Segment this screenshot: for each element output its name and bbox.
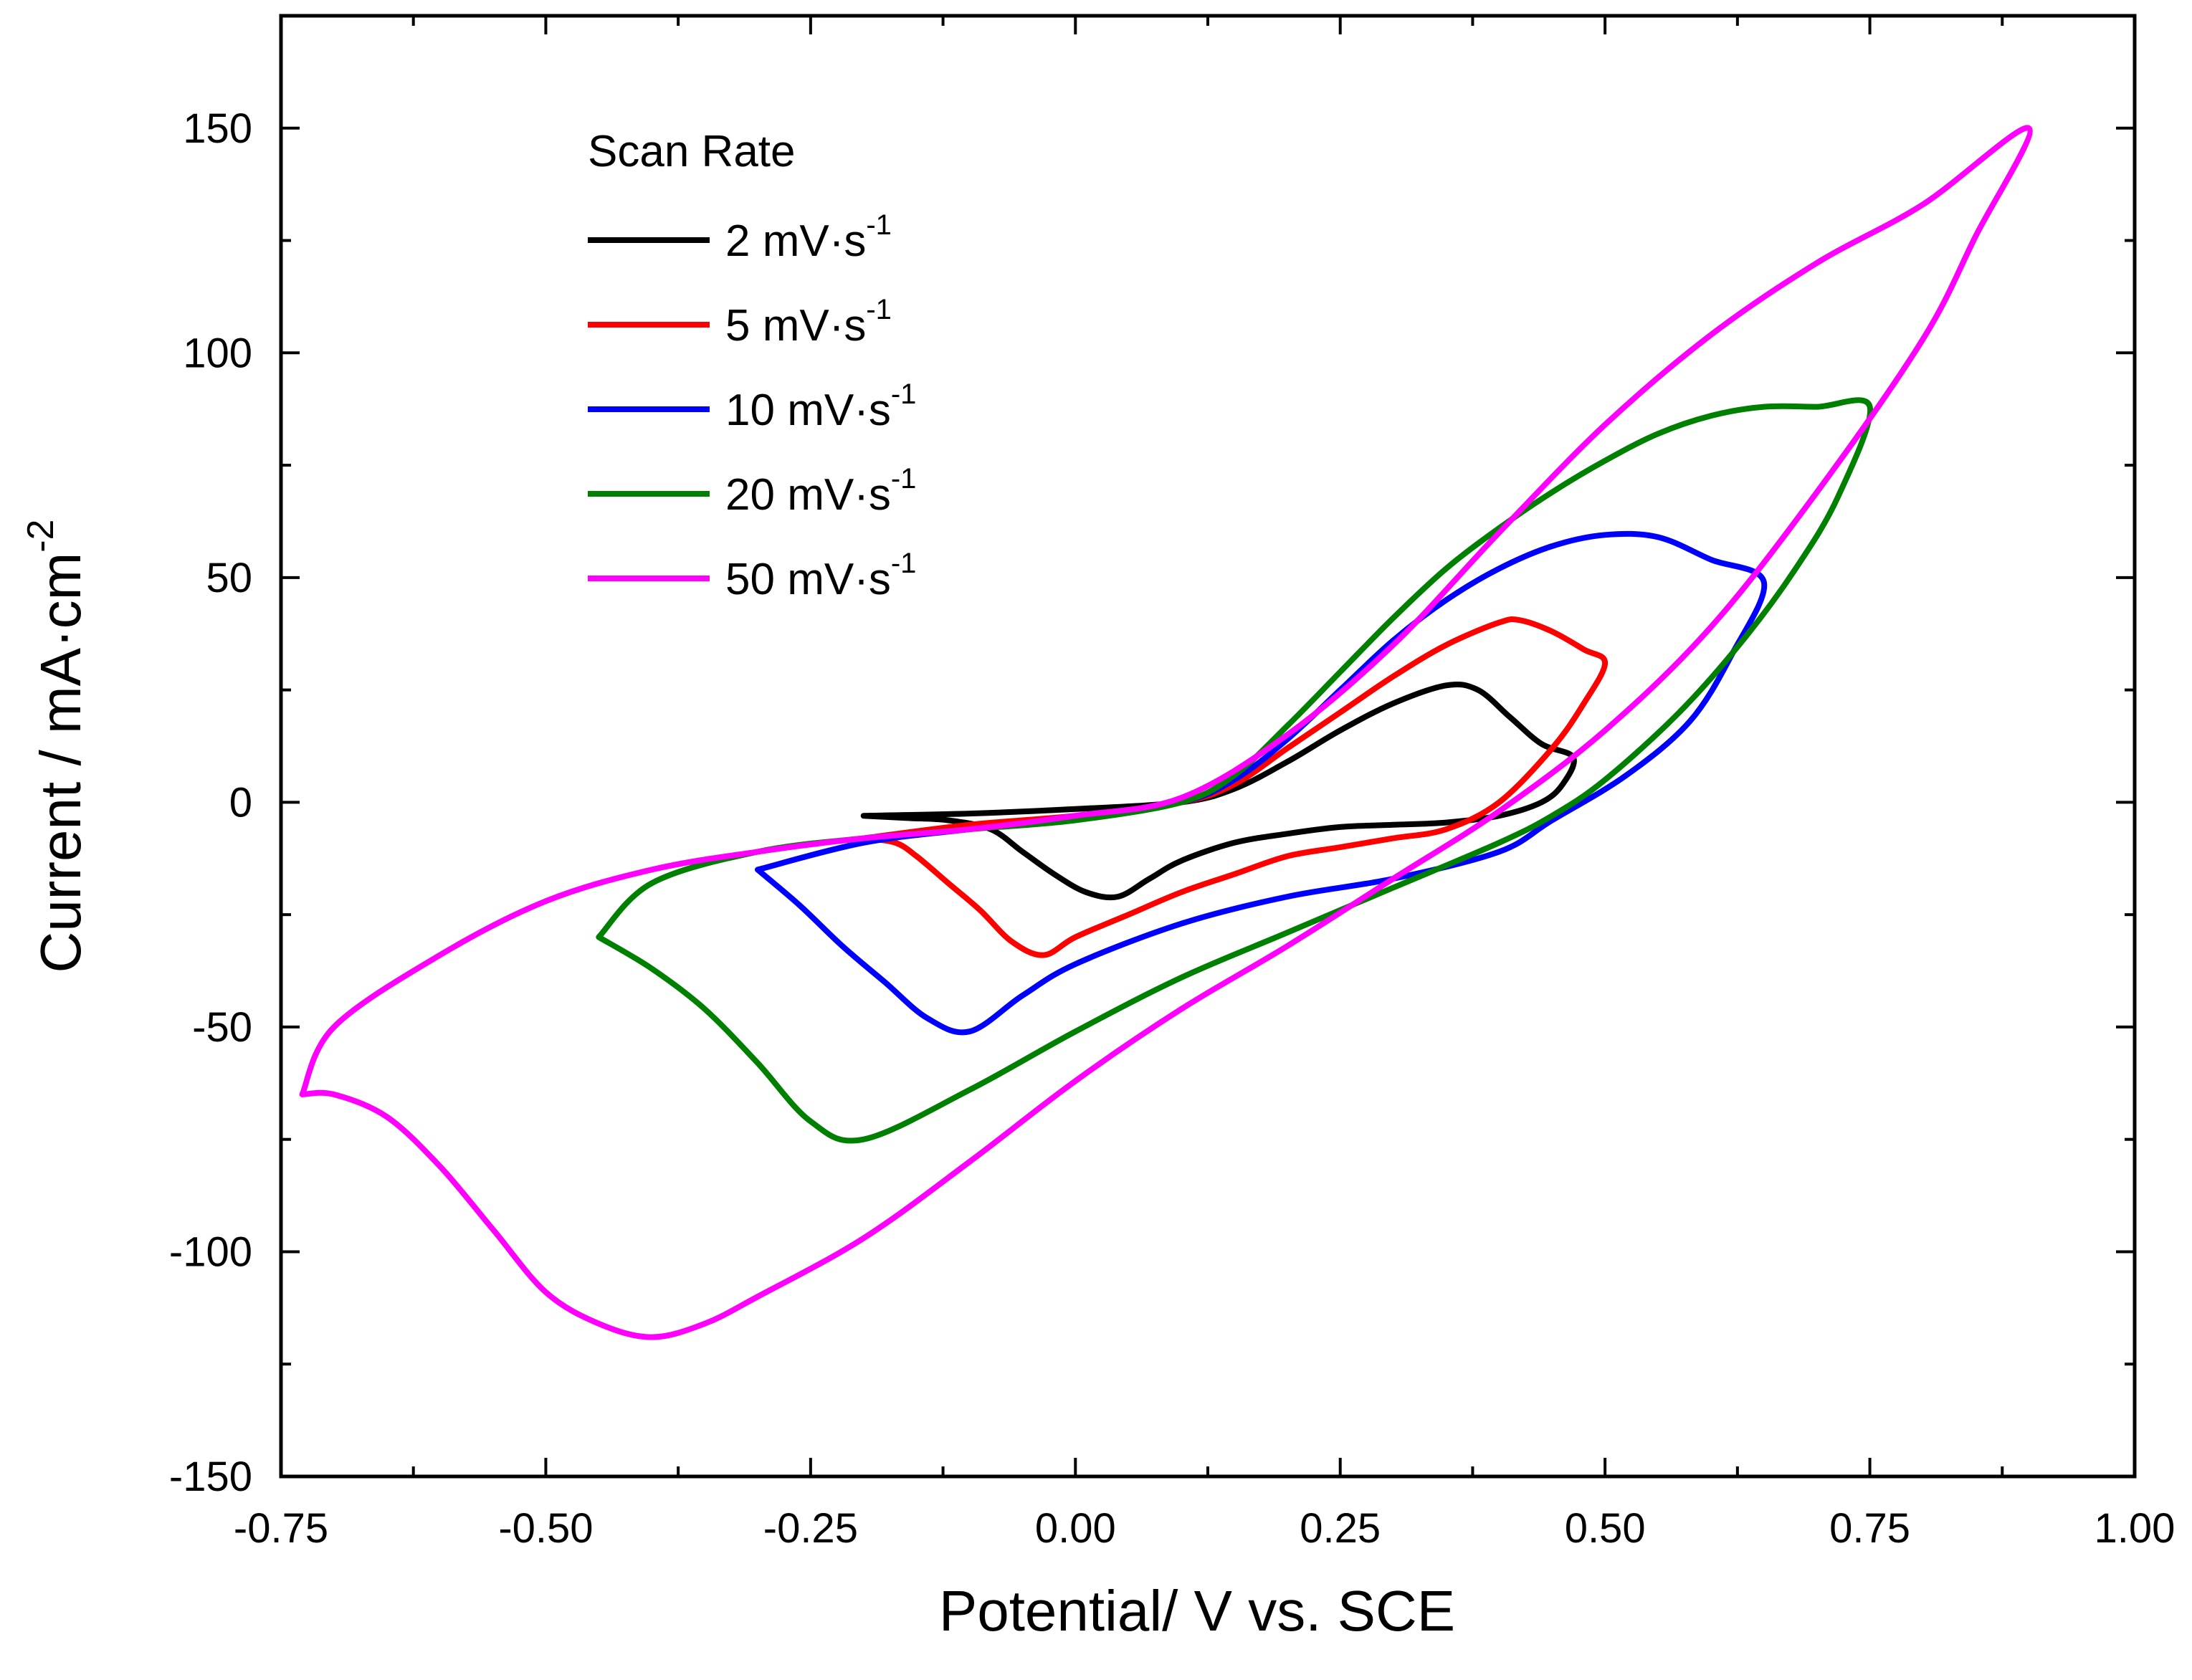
series-line-5 (299, 125, 2033, 1340)
legend-label-main: 10 mV·s (725, 386, 891, 435)
x-tick-labels: -0.75 -0.50 -0.25 0.00 0.25 0.50 0.75 1.00 (234, 1505, 2176, 1552)
y-tick-label: 100 (183, 330, 252, 376)
x-tick-label: 1.00 (2095, 1505, 2176, 1552)
y-tick-label: 150 (183, 105, 252, 152)
y-tick-labels: -150 -100 -50 0 50 100 150 (169, 105, 252, 1500)
y-tick-label: -100 (169, 1228, 252, 1275)
legend-label-main: 5 mV·s (725, 301, 866, 350)
legend-label-main: 20 mV·s (725, 470, 891, 520)
x-tick-label: 0.50 (1565, 1505, 1646, 1552)
legend-label: 20 mV·s-1 (725, 463, 916, 520)
y-axis-title-main: Current / mA·cm (29, 553, 92, 973)
y-tick-label: 50 (206, 555, 252, 601)
y-tick-label: -150 (169, 1454, 252, 1500)
legend-label: 50 mV·s-1 (725, 548, 916, 604)
y-axis-title-sup: -2 (20, 520, 62, 553)
y-tick-label: 0 (229, 779, 252, 826)
legend-label-sup: -1 (891, 548, 917, 579)
x-tick-label: 0.25 (1300, 1505, 1381, 1552)
x-tick-label: -0.25 (763, 1505, 858, 1552)
legend-label-sup: -1 (891, 463, 917, 495)
legend: Scan Rate 2 mV·s-15 mV·s-110 mV·s-120 mV… (588, 127, 916, 604)
x-tick-label: -0.75 (234, 1505, 328, 1552)
y-tick-label: -50 (192, 1004, 252, 1051)
x-tick-label: 0.00 (1035, 1505, 1116, 1552)
legend-label-main: 2 mV·s (725, 216, 866, 266)
plot-frame (279, 14, 2137, 1479)
x-tick-label: -0.50 (498, 1505, 593, 1552)
legend-label-sup: -1 (891, 378, 917, 410)
y-axis-title: Current / mA·cm-2 (20, 520, 92, 973)
x-axis-title: Potential/ V vs. SCE (939, 1579, 1455, 1643)
legend-label: 2 mV·s-1 (725, 209, 892, 266)
series-line-2 (860, 616, 1609, 958)
legend-label-sup: -1 (866, 294, 892, 325)
legend-label: 10 mV·s-1 (725, 378, 916, 435)
legend-title: Scan Rate (588, 127, 796, 176)
legend-label-sup: -1 (866, 209, 892, 241)
series-layer (299, 125, 2033, 1340)
series-line-1 (860, 681, 1577, 901)
legend-label: 5 mV·s-1 (725, 294, 892, 350)
x-tick-label: 0.75 (1829, 1505, 1910, 1552)
legend-label-main: 50 mV·s (725, 555, 891, 604)
